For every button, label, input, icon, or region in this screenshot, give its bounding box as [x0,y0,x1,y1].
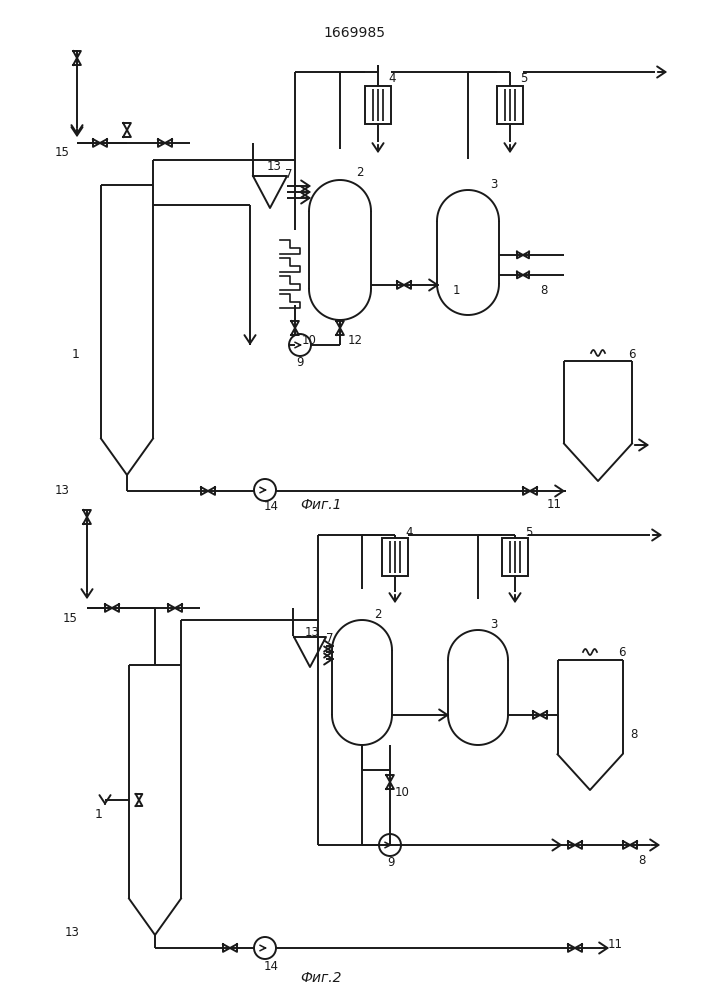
Text: 2: 2 [356,165,363,178]
Text: 11: 11 [547,498,562,512]
Text: 9: 9 [387,856,395,869]
Text: 1: 1 [72,349,80,361]
Text: 9: 9 [296,356,303,368]
Text: 8: 8 [630,728,638,742]
Text: Фиг.2: Фиг.2 [300,971,341,985]
Text: 13: 13 [65,926,80,940]
Text: 11: 11 [608,938,623,952]
Text: 8: 8 [540,284,547,296]
Text: 6: 6 [618,646,626,658]
Text: 1669985: 1669985 [323,26,385,40]
Text: 1: 1 [95,808,103,822]
Text: 13: 13 [305,626,320,639]
Text: 13: 13 [267,160,282,174]
Bar [502,538,528,576]
Text: 5: 5 [525,526,532,538]
Text: 2: 2 [374,608,382,621]
Text: 14: 14 [264,500,279,514]
Bar [382,538,408,576]
Bar [365,86,391,124]
Text: 7: 7 [326,632,334,645]
Text: 8: 8 [638,854,645,866]
Text: 14: 14 [264,960,279,972]
Text: 12: 12 [348,334,363,347]
Text: 15: 15 [55,146,70,159]
Text: 1: 1 [453,284,460,296]
Text: 4: 4 [388,72,395,85]
Text: 4: 4 [405,526,412,538]
Text: 7: 7 [285,168,293,182]
Text: 10: 10 [395,786,410,798]
Text: 10: 10 [302,334,317,347]
Text: 3: 3 [490,618,498,632]
Text: 13: 13 [55,485,70,497]
Text: 3: 3 [490,178,498,192]
Text: Фиг.1: Фиг.1 [300,498,341,512]
Text: 5: 5 [520,72,527,85]
Text: 15: 15 [63,611,78,624]
Text: 6: 6 [628,349,636,361]
Bar [497,86,523,124]
